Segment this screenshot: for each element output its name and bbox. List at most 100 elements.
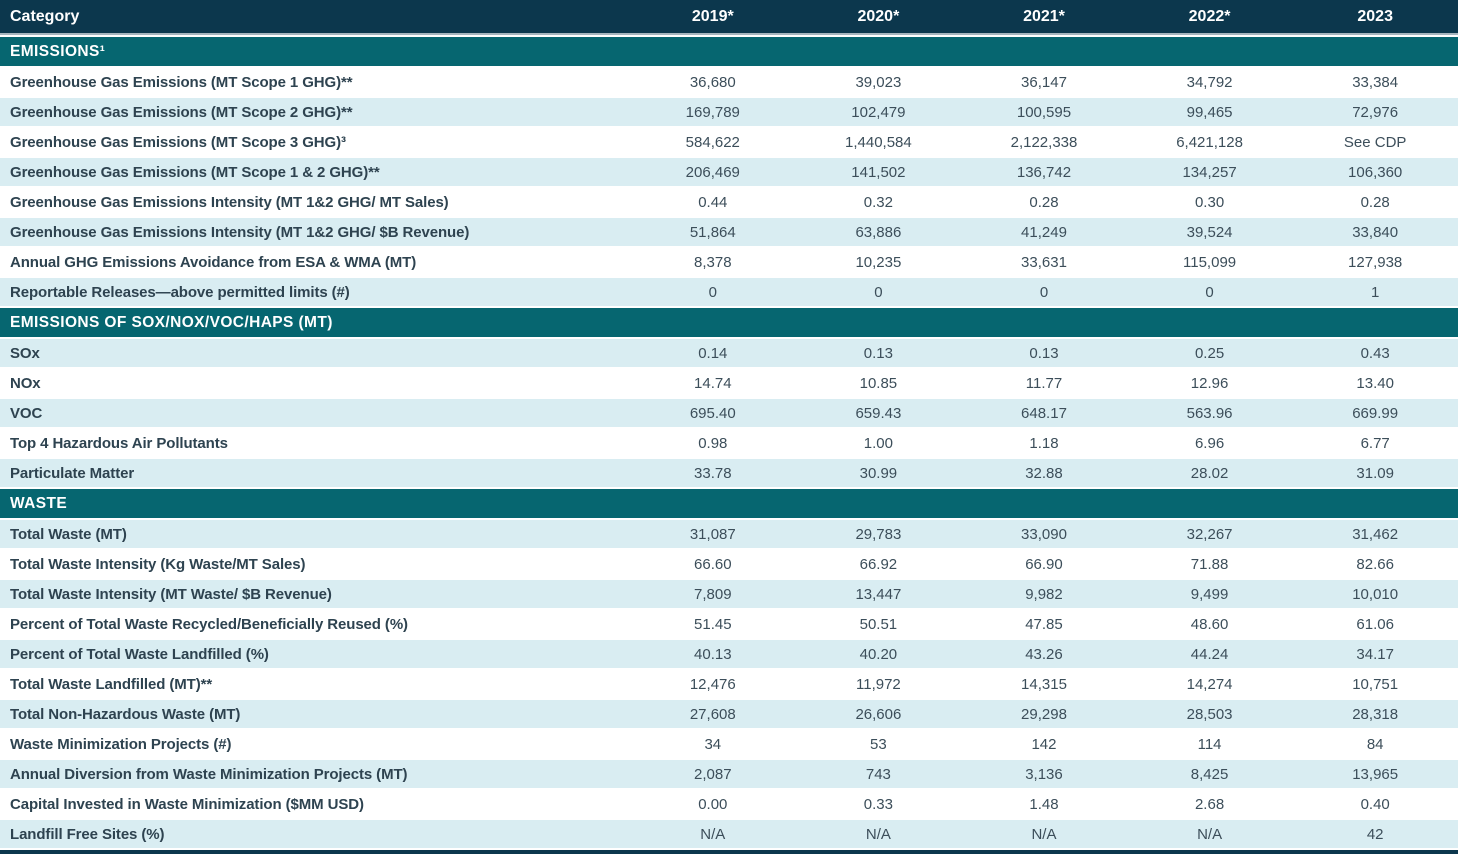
row-label: Greenhouse Gas Emissions (MT Scope 1 GHG… bbox=[10, 73, 353, 91]
row-value: 66.92 bbox=[859, 555, 898, 573]
row-label: Particulate Matter bbox=[10, 464, 135, 482]
row-label: SOx bbox=[10, 344, 40, 362]
row-label: Greenhouse Gas Emissions (MT Scope 3 GHG… bbox=[10, 133, 346, 151]
row-value: 0.98 bbox=[698, 434, 728, 452]
row-value: 584,622 bbox=[685, 133, 740, 151]
row-value: 33,631 bbox=[1021, 253, 1067, 271]
row-value: 12.96 bbox=[1190, 374, 1229, 392]
row-value: 1.18 bbox=[1029, 434, 1059, 452]
section-header-row: EMISSIONS OF SOX/NOX/VOC/HAPS (MT) bbox=[0, 308, 1458, 337]
row-value: 31,462 bbox=[1352, 525, 1399, 543]
table-row: Greenhouse Gas Emissions Intensity (MT 1… bbox=[0, 188, 1458, 216]
row-value: 26,606 bbox=[855, 705, 902, 723]
row-value: 28.02 bbox=[1190, 464, 1229, 482]
row-value: 114 bbox=[1197, 735, 1222, 753]
row-value: 11.77 bbox=[1025, 374, 1063, 392]
row-value: 0 bbox=[708, 283, 717, 301]
row-label: Total Waste Intensity (Kg Waste/MT Sales… bbox=[10, 555, 306, 573]
row-value: 1 bbox=[1371, 283, 1380, 301]
row-value: 14,315 bbox=[1021, 675, 1067, 693]
table-row: Greenhouse Gas Emissions (MT Scope 2 GHG… bbox=[0, 98, 1458, 126]
row-label: NOx bbox=[10, 374, 41, 392]
row-label: VOC bbox=[10, 404, 43, 422]
row-label: Total Non-Hazardous Waste (MT) bbox=[10, 705, 241, 723]
table-row: Annual GHG Emissions Avoidance from ESA … bbox=[0, 248, 1458, 276]
row-value: 127,938 bbox=[1348, 253, 1403, 271]
column-header-category: Category bbox=[10, 7, 80, 25]
table-row: NOx 14.74 10.85 11.77 12.96 13.40 bbox=[0, 369, 1458, 397]
header-divider bbox=[0, 33, 1458, 35]
row-value: 10,751 bbox=[1352, 675, 1399, 693]
row-value: 0.30 bbox=[1194, 193, 1225, 211]
row-value: 0.00 bbox=[698, 795, 728, 813]
row-value: 2,122,338 bbox=[1010, 133, 1078, 151]
row-value: 0.32 bbox=[863, 193, 893, 211]
row-value: 142 bbox=[1031, 735, 1057, 753]
row-value: 169,789 bbox=[685, 103, 740, 121]
table-row: Particulate Matter 33.78 30.99 32.88 28.02 31… bbox=[0, 459, 1458, 487]
row-value: N/A bbox=[1031, 825, 1057, 843]
row-value: 0.44 bbox=[698, 193, 728, 211]
table-row: Reportable Releases—above permitted limi… bbox=[0, 278, 1458, 306]
table-row: Total Waste Intensity (Kg Waste/MT Sales… bbox=[0, 550, 1458, 578]
row-value: 134,257 bbox=[1182, 163, 1237, 181]
row-value: 36,147 bbox=[1021, 73, 1067, 91]
row-value: 0.14 bbox=[698, 344, 728, 362]
row-value: 6.96 bbox=[1194, 434, 1225, 452]
row-value: 648.17 bbox=[1021, 404, 1067, 422]
row-value: 34.17 bbox=[1356, 645, 1394, 663]
row-value: 0.25 bbox=[1194, 344, 1225, 362]
row-value: 32,267 bbox=[1186, 525, 1233, 543]
section-header-row: WASTE bbox=[0, 489, 1458, 518]
row-value: 0.28 bbox=[1360, 193, 1390, 211]
row-value: 141,502 bbox=[851, 163, 906, 181]
table-row: Annual Diversion from Waste Minimization… bbox=[0, 760, 1458, 788]
column-header-year-2022: 2022* bbox=[1188, 7, 1231, 25]
column-header-year-2023: 2023 bbox=[1357, 7, 1393, 25]
row-label: Top 4 Hazardous Air Pollutants bbox=[10, 434, 228, 452]
row-value: 34 bbox=[704, 735, 722, 753]
column-header-year-2021: 2021* bbox=[1023, 7, 1065, 25]
row-value: 40.13 bbox=[694, 645, 732, 663]
row-label: Greenhouse Gas Emissions Intensity (MT 1… bbox=[10, 193, 449, 211]
section-title: EMISSIONS OF SOX/NOX/VOC/HAPS (MT) bbox=[10, 313, 333, 331]
row-label: Reportable Releases—above permitted limi… bbox=[10, 283, 350, 301]
row-value: 43.26 bbox=[1025, 645, 1063, 663]
row-value: 47.85 bbox=[1025, 615, 1063, 633]
column-header-year-2020: 2020* bbox=[857, 7, 900, 25]
row-value: 6,421,128 bbox=[1176, 133, 1243, 151]
row-label: Landfill Free Sites (%) bbox=[10, 825, 165, 843]
table-row: Greenhouse Gas Emissions (MT Scope 1 GHG… bbox=[0, 68, 1458, 96]
row-value: 51.45 bbox=[694, 615, 732, 633]
section-header-row: EMISSIONS¹ bbox=[0, 37, 1458, 66]
row-value: 28,318 bbox=[1352, 705, 1399, 723]
row-value: 9,982 bbox=[1025, 585, 1063, 603]
row-value: 1.00 bbox=[863, 434, 893, 452]
table-row: Capital Invested in Waste Minimization (… bbox=[0, 790, 1458, 818]
row-value: 0 bbox=[1039, 283, 1049, 301]
row-value: 0.40 bbox=[1360, 795, 1390, 813]
row-value: 13,965 bbox=[1352, 765, 1399, 783]
table-row: Percent of Total Waste Recycled/Benefici… bbox=[0, 610, 1458, 638]
row-value: 7,809 bbox=[694, 585, 732, 603]
table-bottom-rule bbox=[0, 850, 1458, 854]
row-value: 1,440,584 bbox=[845, 133, 912, 151]
row-value: 39,524 bbox=[1186, 223, 1233, 241]
row-value: 71.88 bbox=[1190, 555, 1229, 573]
row-value: 12,476 bbox=[689, 675, 736, 693]
row-value: 42 bbox=[1366, 825, 1384, 843]
row-value: 33,384 bbox=[1352, 73, 1399, 91]
row-value: 72,976 bbox=[1352, 103, 1399, 121]
row-value: 8,378 bbox=[694, 253, 732, 271]
row-label: Total Waste (MT) bbox=[10, 525, 127, 543]
row-value: 13.40 bbox=[1356, 374, 1394, 392]
row-label: Annual Diversion from Waste Minimization… bbox=[10, 765, 408, 783]
esg-metrics-table: Category 2019* 2020* 2021* 2022* 2023 EM… bbox=[0, 0, 1458, 854]
row-value: 106,360 bbox=[1348, 163, 1403, 181]
table-row: Greenhouse Gas Emissions (MT Scope 3 GHG… bbox=[0, 128, 1458, 156]
row-value: 0.33 bbox=[863, 795, 893, 813]
row-value: 33,840 bbox=[1352, 223, 1399, 241]
row-value: 0 bbox=[874, 283, 883, 301]
row-value: 39,023 bbox=[855, 73, 902, 91]
row-value: 659.43 bbox=[855, 404, 902, 422]
